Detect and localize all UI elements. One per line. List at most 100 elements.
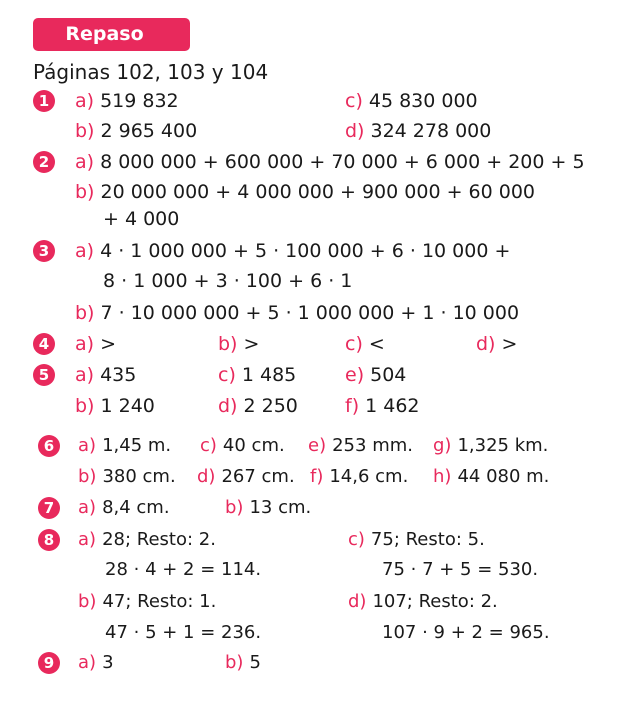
answer-text: 1,45 m. — [102, 435, 172, 456]
answer-text: 253 mm. — [332, 435, 413, 456]
answer-cell: d) 2 250 — [218, 393, 298, 419]
answer-cell: 47 · 5 + 1 = 236. — [105, 622, 262, 643]
item-letter-label: b) — [78, 466, 97, 487]
answer-text: 75; Resto: 5. — [370, 529, 485, 550]
exercise-number-1: 1 — [33, 90, 55, 112]
item-letter-label: a) — [75, 151, 95, 173]
answer-cell: a) 3 — [78, 650, 114, 676]
exercise-number-8: 8 — [38, 529, 60, 551]
answer-text: Repaso — [65, 23, 144, 45]
exercise-number-3: 3 — [33, 240, 55, 262]
item-letter-label: d) — [345, 120, 365, 142]
item-letter-label: b) — [75, 395, 95, 417]
exercise-number-2: 2 — [33, 151, 55, 173]
item-letter-label: b) — [75, 302, 95, 324]
answer-cell: e) 253 mm. — [308, 433, 413, 459]
exercise-number-7: 7 — [38, 497, 60, 519]
item-letter-label: a) — [75, 240, 95, 262]
answer-cell: a) 519 832 — [75, 88, 179, 114]
item-letter-label: d) — [197, 466, 216, 487]
item-letter-label: c) — [200, 435, 217, 456]
item-letter-label: b) — [75, 181, 95, 203]
ex3-b: b) 7 · 10 000 000 + 5 · 1 000 000 + 1 · 1… — [75, 300, 519, 326]
answer-cell: d) 107; Resto: 2. — [348, 589, 498, 615]
ex3-a: a) 4 · 1 000 000 + 5 · 100 000 + 6 · 10 0… — [75, 238, 510, 264]
answer-text: 3 — [102, 652, 114, 673]
answer-cell: b) 2 965 400 — [75, 118, 197, 144]
answer-cell: 107 · 9 + 2 = 965. — [382, 622, 550, 643]
item-letter-label: d) — [348, 591, 367, 612]
answer-text: 8 000 000 + 600 000 + 70 000 + 6 000 + 2… — [100, 151, 585, 173]
item-letter-label: a) — [78, 435, 97, 456]
ex2-a: a) 8 000 000 + 600 000 + 70 000 + 6 000 +… — [75, 149, 585, 175]
answer-cell: b) 5 — [225, 650, 261, 676]
item-letter-label: a) — [78, 529, 97, 550]
item-letter-label: b) — [225, 652, 244, 673]
answer-text: 1 462 — [365, 395, 420, 417]
answer-text: 7 · 10 000 000 + 5 · 1 000 000 + 1 · 10 … — [100, 302, 520, 324]
answer-cell: b) 380 cm. — [78, 464, 176, 490]
ex2-b-cont: + 4 000 — [103, 208, 180, 230]
answer-cell: f) 14,6 cm. — [310, 464, 408, 490]
answer-cell: b) 13 cm. — [225, 495, 311, 521]
answer-cell: a) 435 — [75, 362, 136, 388]
item-letter-label: d) — [218, 395, 238, 417]
answer-cell: d) 324 278 000 — [345, 118, 491, 144]
answer-cell: c) 1 485 — [218, 362, 296, 388]
answer-cell: b) 1 240 — [75, 393, 155, 419]
answer-text: 13 cm. — [249, 497, 312, 518]
answer-cell: c) < — [345, 331, 385, 357]
answer-text: 2 250 — [243, 395, 298, 417]
answer-text: 45 830 000 — [368, 90, 478, 112]
item-letter-label: f) — [345, 395, 360, 417]
item-letter-label: f) — [310, 466, 324, 487]
item-letter-label: e) — [308, 435, 327, 456]
answer-cell: d) > — [476, 331, 517, 357]
answer-text: 1 240 — [100, 395, 155, 417]
answer-text: 504 — [370, 364, 407, 386]
pages-heading: Páginas 102, 103 y 104 — [33, 60, 269, 84]
answer-cell: e) 504 — [345, 362, 406, 388]
ex3-a-cont: 8 · 1 000 + 3 · 100 + 6 · 1 — [103, 270, 353, 292]
item-letter-label: g) — [433, 435, 452, 456]
item-letter-label: a) — [75, 90, 95, 112]
answer-cell: b) > — [218, 331, 259, 357]
item-letter-label: a) — [75, 333, 95, 355]
item-letter-label: b) — [225, 497, 244, 518]
answer-cell: a) > — [75, 331, 116, 357]
answer-cell: f) 1 462 — [345, 393, 420, 419]
exercise-number-4: 4 — [33, 333, 55, 355]
answer-text: > — [243, 333, 260, 355]
repaso-banner: Repaso — [33, 18, 190, 51]
answer-cell: a) 28; Resto: 2. — [78, 527, 216, 553]
answer-text: 20 000 000 + 4 000 000 + 900 000 + 60 00… — [100, 181, 536, 203]
item-letter-label: c) — [345, 333, 363, 355]
answer-text: 267 cm. — [221, 466, 295, 487]
answer-cell: c) 40 cm. — [200, 433, 285, 459]
answer-cell: a) 1,45 m. — [78, 433, 171, 459]
item-letter-label: a) — [75, 364, 95, 386]
answer-text: 4 · 1 000 000 + 5 · 100 000 + 6 · 10 000… — [100, 240, 511, 262]
ex2-b: b) 20 000 000 + 4 000 000 + 900 000 + 60 … — [75, 179, 535, 205]
answer-text: 47; Resto: 1. — [102, 591, 217, 612]
answer-text: > — [501, 333, 518, 355]
item-letter-label: b) — [218, 333, 238, 355]
answer-text: 44 080 m. — [457, 466, 550, 487]
item-letter-label: b) — [78, 591, 97, 612]
answer-cell: b) 47; Resto: 1. — [78, 589, 216, 615]
answer-text: 1 485 — [241, 364, 297, 386]
answer-cell: g) 1,325 km. — [433, 433, 548, 459]
answer-cell: c) 45 830 000 — [345, 88, 478, 114]
answer-text: 324 278 000 — [370, 120, 492, 142]
exercise-number-5: 5 — [33, 364, 55, 386]
answer-text: 2 965 400 — [100, 120, 198, 142]
answer-text: 40 cm. — [222, 435, 285, 456]
item-letter-label: h) — [433, 466, 452, 487]
answer-text: > — [100, 333, 116, 355]
exercise-number-6: 6 — [38, 435, 60, 457]
answer-text: 1,325 km. — [457, 435, 549, 456]
item-letter-label: e) — [345, 364, 365, 386]
answer-cell: d) 267 cm. — [197, 464, 295, 490]
item-letter-label: c) — [348, 529, 365, 550]
